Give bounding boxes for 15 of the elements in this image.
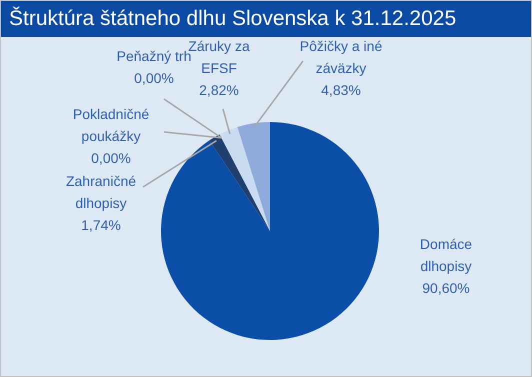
slice-label: Pôžičky a iné záväzky	[300, 38, 382, 76]
text: 0,00%	[134, 70, 174, 86]
slice-label: Zahraničné dlhopisy	[66, 173, 136, 211]
pie-slice	[209, 134, 270, 231]
slice-label: Domáce dlhopisy	[420, 236, 472, 274]
pie-slice	[220, 126, 270, 231]
data-label: 2,82%	[199, 82, 239, 98]
pie-slice	[237, 122, 270, 231]
text: 0,00%	[91, 150, 131, 166]
chart-title: Štruktúra štátneho dlhu Slovenska k 31.12.2025	[1, 1, 531, 37]
data-label: 1,74%	[81, 217, 121, 233]
category-label: Pokladničné poukážky	[72, 106, 150, 144]
data-label: 90,60%	[422, 280, 470, 296]
pie-slice	[161, 122, 379, 340]
data-label: 4,83%	[321, 82, 361, 98]
